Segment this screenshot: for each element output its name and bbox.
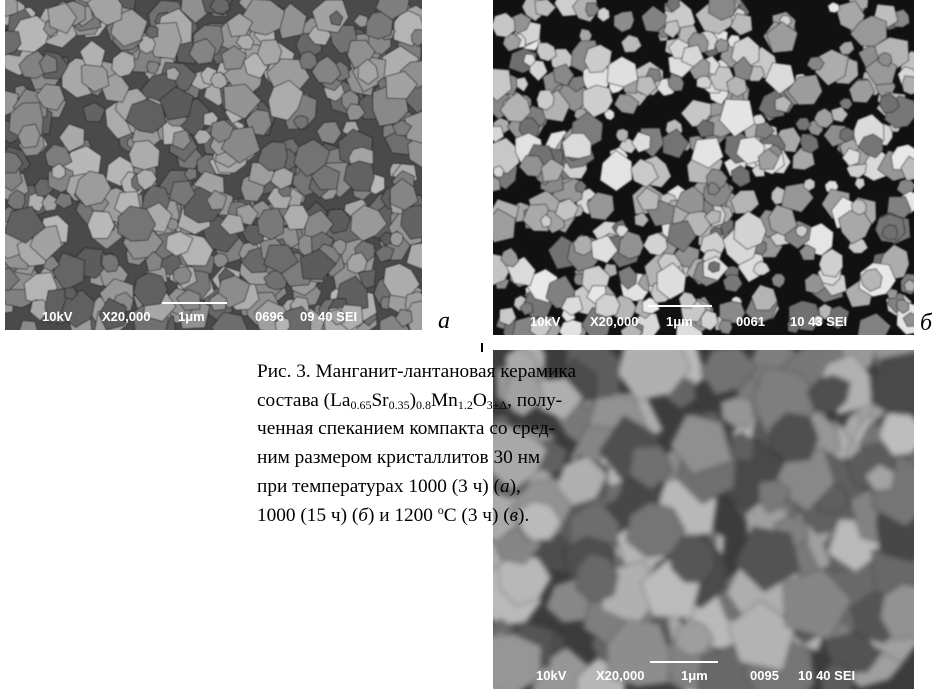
subscript: 0.35 (389, 398, 410, 412)
info-text: X20,000 (102, 309, 150, 324)
subscript: 0.65 (350, 398, 371, 412)
text: при температурах 1000 (3 ч) ( (257, 476, 500, 497)
info-text: X20,000 (590, 314, 638, 329)
info-text: 1μm (178, 309, 205, 324)
text: O (473, 390, 487, 411)
text: Рис. 3. Манганит-лантановая керамика (257, 361, 576, 382)
italic-text: б (358, 505, 368, 526)
scale-bar (648, 305, 712, 307)
info-text: 1μm (666, 314, 693, 329)
caption-line: ним размером кристаллитов 30 нм (257, 444, 488, 473)
info-text: X20,000 (596, 668, 644, 683)
text: , полу- (507, 390, 562, 411)
caption-line: Рис. 3. Манганит-лантановая керамика (257, 358, 488, 387)
scale-bar (162, 302, 227, 304)
text: ) и 1200 (368, 505, 438, 526)
info-text: 10kV (530, 314, 560, 329)
panel-label: а (438, 308, 450, 335)
caption: Рис. 3. Манганит-лантановая керамика сос… (257, 358, 488, 530)
subscript: 1.2 (458, 398, 473, 412)
text: С (3 ч) ( (444, 505, 510, 526)
caption-line: 1000 (15 ч) (б) и 1200 oС (3 ч) (в). (257, 502, 488, 531)
italic-text: в (510, 505, 518, 526)
caption-line: при температурах 1000 (3 ч) (а), (257, 473, 488, 502)
scale-bar (650, 661, 718, 663)
info-text: 0061 (736, 314, 765, 329)
caption-line: ченная спеканием компакта со сред- (257, 415, 488, 444)
text: ), (510, 476, 521, 497)
info-text: 0696 (255, 309, 284, 324)
info-text: 0095 (750, 668, 779, 683)
info-text: 10 43 SEI (790, 314, 847, 329)
text: Sr (371, 390, 388, 411)
italic-text: а (500, 476, 510, 497)
text: состава (La (257, 390, 350, 411)
text: Mn (431, 390, 458, 411)
info-text: 10kV (42, 309, 72, 324)
texture (5, 0, 422, 330)
info-text: 10 40 SEI (798, 668, 855, 683)
sem-image: 10kV X20,000 1μm 0061 10 43 SEI (493, 0, 914, 335)
info-text: 09 40 SEI (300, 309, 357, 324)
text: ченная спеканием компакта со сред- (257, 418, 555, 439)
text: ). (518, 505, 529, 526)
page-body: 10kV X20,000 1μm 0696 09 40 SEI а 10kV X… (0, 0, 932, 689)
subscript: 0.8 (416, 398, 431, 412)
sem-image: 10kV X20,000 1μm 0696 09 40 SEI (5, 0, 422, 330)
text: ним размером кристаллитов 30 нм (257, 447, 540, 468)
panel-label: б (920, 310, 932, 337)
texture (493, 0, 914, 335)
info-text: 1μm (681, 668, 708, 683)
text: 1000 (15 ч) ( (257, 505, 358, 526)
subscript: 3±Δ (487, 398, 507, 412)
info-text: 10kV (536, 668, 566, 683)
tick-mark (481, 343, 483, 352)
caption-line: состава (La0.65Sr0.35)0.8Mn1.2O3±Δ, полу… (257, 387, 488, 416)
page: SEM figure {"images": [ {"info": ["10kV"… (0, 0, 932, 689)
